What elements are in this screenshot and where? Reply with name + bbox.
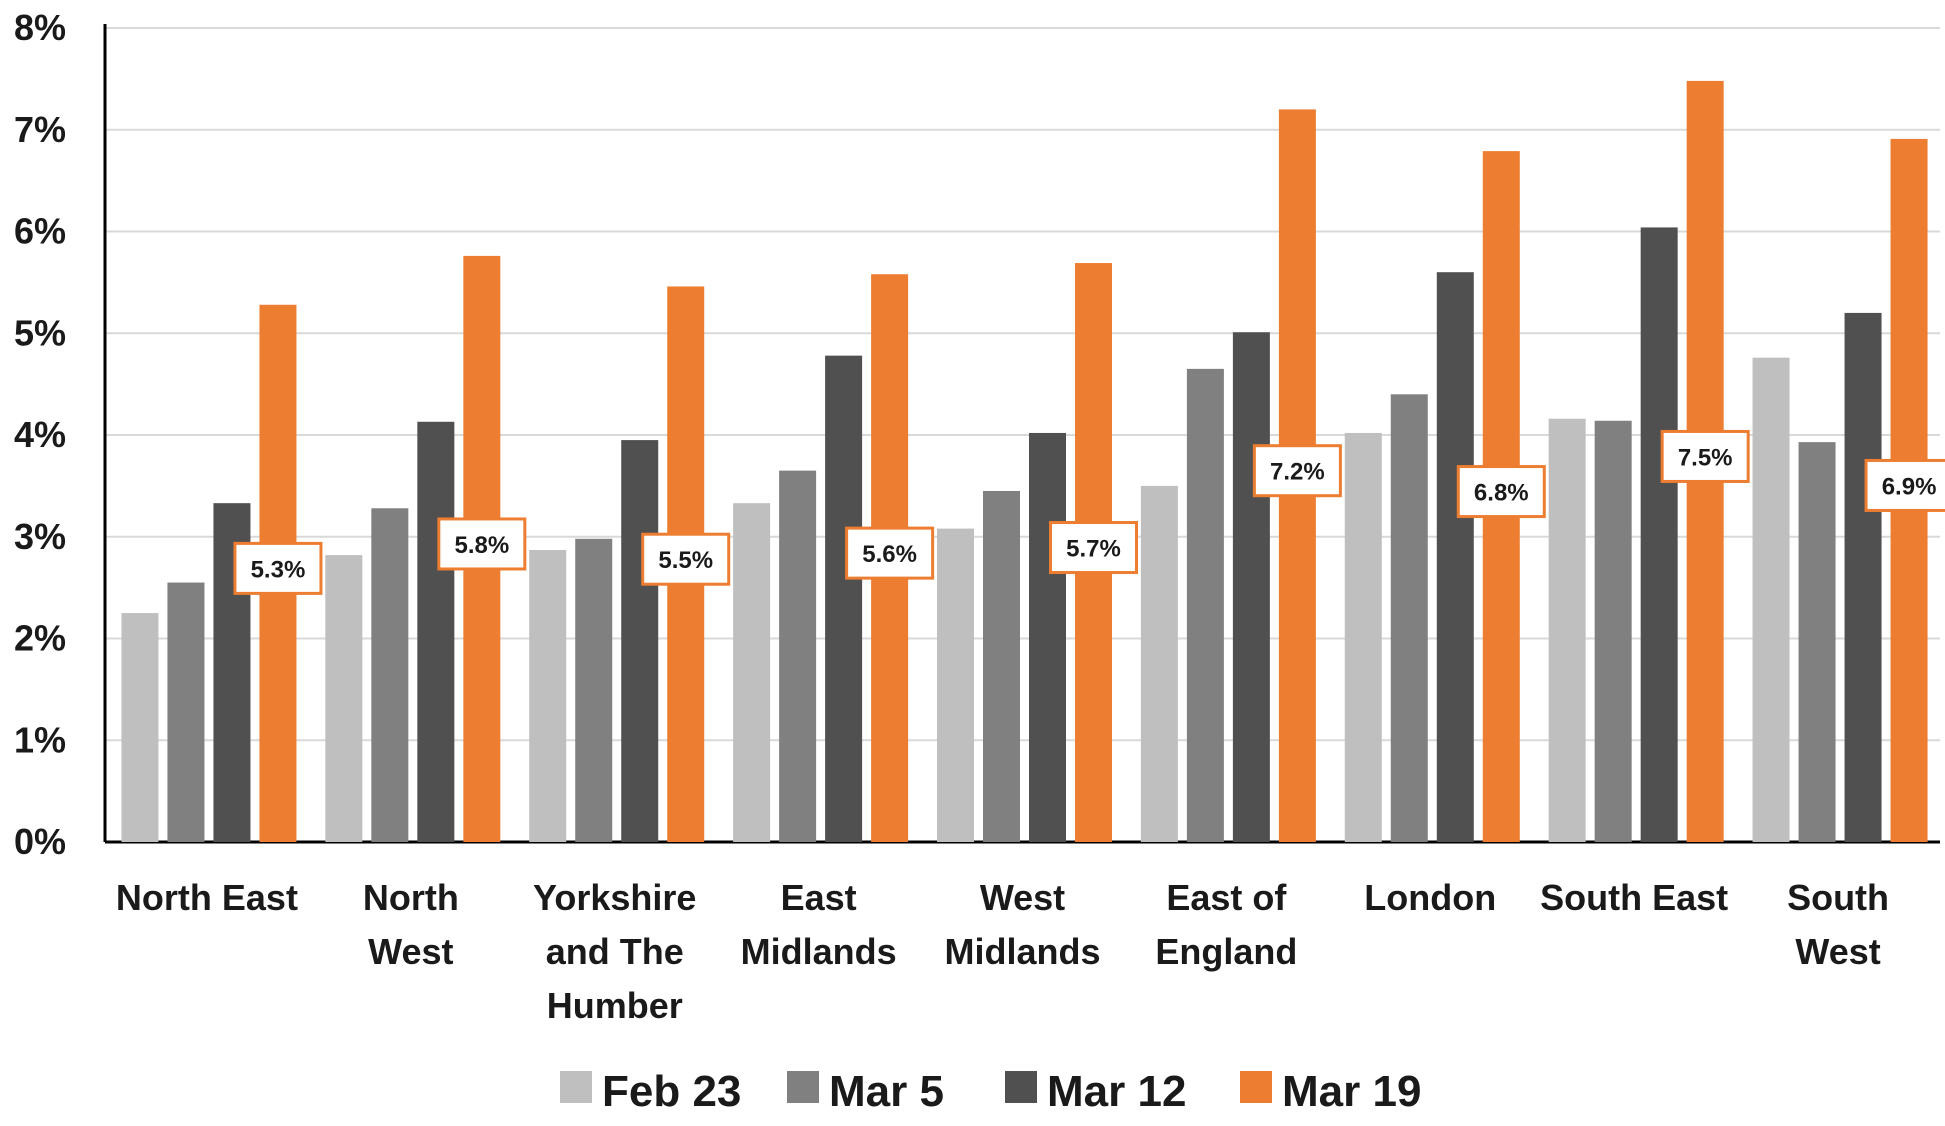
legend-label[interactable]: Mar 5 <box>829 1067 944 1116</box>
bar <box>1029 433 1066 842</box>
legend-label[interactable]: Mar 19 <box>1282 1067 1421 1116</box>
x-category-label: London <box>1364 877 1496 918</box>
bar <box>1141 486 1178 842</box>
x-category-label-line: West <box>980 877 1065 918</box>
x-category-label-line: East <box>781 877 857 918</box>
bar <box>325 555 362 842</box>
y-tick-label: 1% <box>14 719 66 760</box>
bar <box>825 356 862 842</box>
x-category-label: North East <box>116 877 298 918</box>
x-category-label: East of England <box>1155 877 1297 972</box>
bar <box>167 583 204 842</box>
x-category-label-line: London <box>1364 877 1496 918</box>
x-category-label-line: Yorkshire <box>533 877 696 918</box>
bar <box>1753 358 1790 842</box>
x-category-label: South West <box>1787 877 1889 972</box>
data-label: 6.8% <box>1474 480 1529 507</box>
bar <box>1187 369 1224 842</box>
x-category-label: South East <box>1540 877 1728 918</box>
y-tick-label: 6% <box>14 211 66 252</box>
x-category-label-line: West <box>368 931 453 972</box>
y-tick-label: 2% <box>14 618 66 659</box>
bar <box>779 471 816 842</box>
legend-swatch[interactable] <box>787 1071 819 1103</box>
bar <box>1391 394 1428 842</box>
data-label: 5.3% <box>251 556 306 583</box>
data-label: 5.7% <box>1066 536 1121 563</box>
data-label: 6.9% <box>1882 473 1937 500</box>
x-category-label-line: North East <box>116 877 298 918</box>
data-label: 5.6% <box>862 541 917 568</box>
data-label: 7.2% <box>1270 459 1325 486</box>
x-category-label-line: South East <box>1540 877 1728 918</box>
x-category-label: Yorkshire and The Humber <box>533 877 696 1026</box>
legend-swatch[interactable] <box>1240 1071 1272 1103</box>
x-category-label: East Midlands <box>741 877 897 972</box>
bar <box>1799 442 1836 842</box>
legend-swatch[interactable] <box>1005 1071 1037 1103</box>
bar <box>1549 419 1586 842</box>
data-label: 5.5% <box>658 547 713 574</box>
bar <box>529 550 566 842</box>
bar <box>1345 433 1382 842</box>
x-category-label-line: Humber <box>547 985 683 1026</box>
x-category-label-line: and The <box>546 931 684 972</box>
y-tick-label: 8% <box>14 7 66 48</box>
bar <box>937 529 974 842</box>
y-tick-label: 0% <box>14 821 66 862</box>
bar <box>371 508 408 842</box>
bar <box>983 491 1020 842</box>
x-category-label-line: West <box>1795 931 1880 972</box>
bar <box>733 503 770 842</box>
y-tick-label: 4% <box>14 414 66 455</box>
legend-swatch[interactable] <box>560 1071 592 1103</box>
x-category-label-line: North <box>363 877 459 918</box>
x-category-label-line: Midlands <box>944 931 1100 972</box>
x-category-label-line: Midlands <box>741 931 897 972</box>
bar <box>575 539 612 842</box>
data-label: 7.5% <box>1678 444 1733 471</box>
bar <box>1845 313 1882 842</box>
bar <box>1437 272 1474 842</box>
x-category-label: West Midlands <box>944 877 1100 972</box>
bar <box>621 440 658 842</box>
y-tick-label: 7% <box>14 109 66 150</box>
bar <box>121 613 158 842</box>
bar <box>417 422 454 842</box>
legend-label[interactable]: Mar 12 <box>1047 1067 1186 1116</box>
bar <box>1233 332 1270 842</box>
x-category-label-line: East of <box>1166 877 1287 918</box>
bar <box>1641 227 1678 842</box>
y-tick-label: 3% <box>14 516 66 557</box>
x-category-label-line: South <box>1787 877 1889 918</box>
y-tick-label: 5% <box>14 312 66 353</box>
x-category-label: North West <box>363 877 459 972</box>
data-label: 5.8% <box>454 532 509 559</box>
bar <box>1595 421 1632 842</box>
x-category-label-line: England <box>1155 931 1297 972</box>
legend-label[interactable]: Feb 23 <box>602 1067 741 1116</box>
